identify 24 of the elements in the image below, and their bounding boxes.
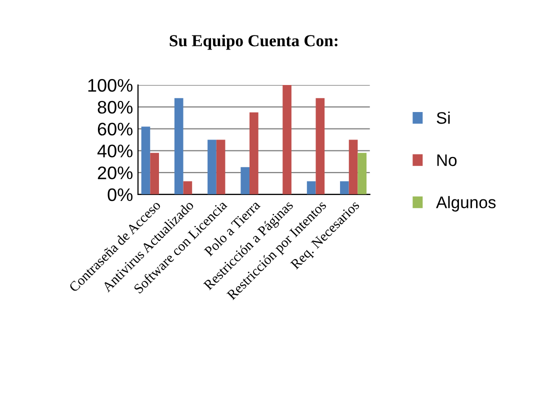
bar — [340, 181, 349, 194]
bar — [250, 112, 258, 194]
y-tick-label: 100% — [88, 78, 132, 92]
bar — [316, 98, 325, 194]
bar — [240, 167, 250, 194]
bar — [208, 140, 216, 194]
y-tick-label: 0% — [108, 188, 132, 202]
y-tick-label: 80% — [98, 100, 132, 114]
y-tick-label: 40% — [97, 144, 132, 158]
bar — [174, 98, 184, 194]
bar — [150, 152, 159, 194]
bar — [358, 152, 367, 194]
legend-label: No — [437, 154, 457, 166]
bar — [141, 126, 150, 194]
bar — [216, 140, 226, 194]
bar — [183, 181, 192, 194]
legend-label: Si — [436, 112, 450, 124]
bar — [282, 85, 292, 194]
bar — [306, 181, 316, 194]
y-tick-label: 60% — [98, 122, 132, 136]
y-tick-label: 20% — [98, 166, 132, 180]
bar — [348, 140, 358, 194]
legend-label: Algunos — [436, 196, 496, 212]
chart-title: Su Equipo Cuenta Con: — [170, 34, 338, 50]
